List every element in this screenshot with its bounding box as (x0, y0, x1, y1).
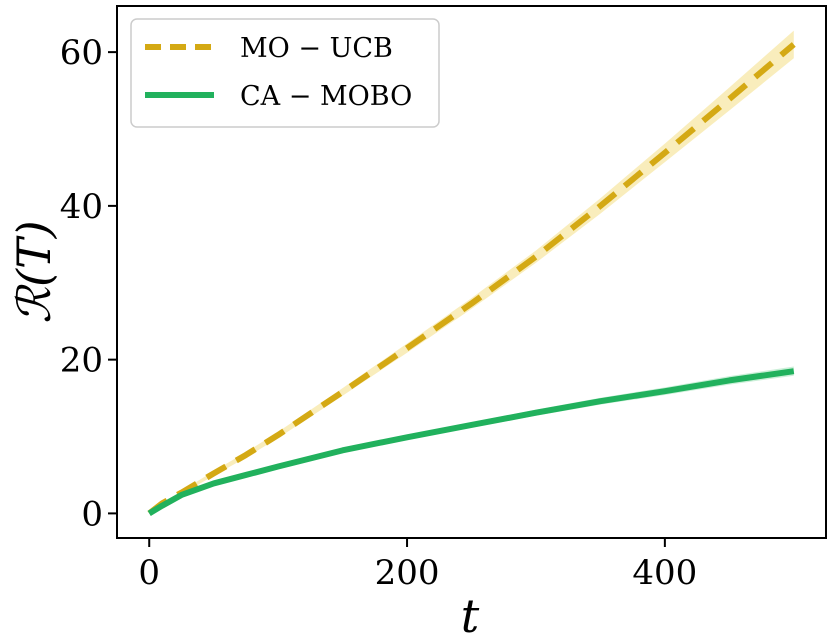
series-line-0 (147, 42, 796, 516)
x-tick-label: 400 (632, 553, 697, 593)
y-tick-label: 20 (60, 341, 103, 381)
y-tick-label: 0 (81, 494, 103, 534)
x-tick-label: 200 (375, 553, 440, 593)
series-lines (147, 42, 796, 516)
legend-label-mo-ucb: MO − UCB (240, 33, 393, 64)
y-tick-label: 60 (60, 33, 103, 73)
legend-label-ca-mobo: CA − MOBO (240, 81, 412, 112)
y-axis-label: ℛ(T) (7, 220, 61, 323)
plot-frame (116, 5, 827, 539)
x-tick-label: 0 (138, 553, 160, 593)
legend: MO − UCB CA − MOBO (130, 18, 440, 128)
x-axis-label: t (461, 589, 480, 637)
y-axis: 0 20 40 60 (60, 33, 117, 534)
x-axis: 0 200 400 (138, 538, 697, 593)
series-line-1 (147, 368, 795, 516)
y-tick-label: 40 (60, 187, 103, 227)
